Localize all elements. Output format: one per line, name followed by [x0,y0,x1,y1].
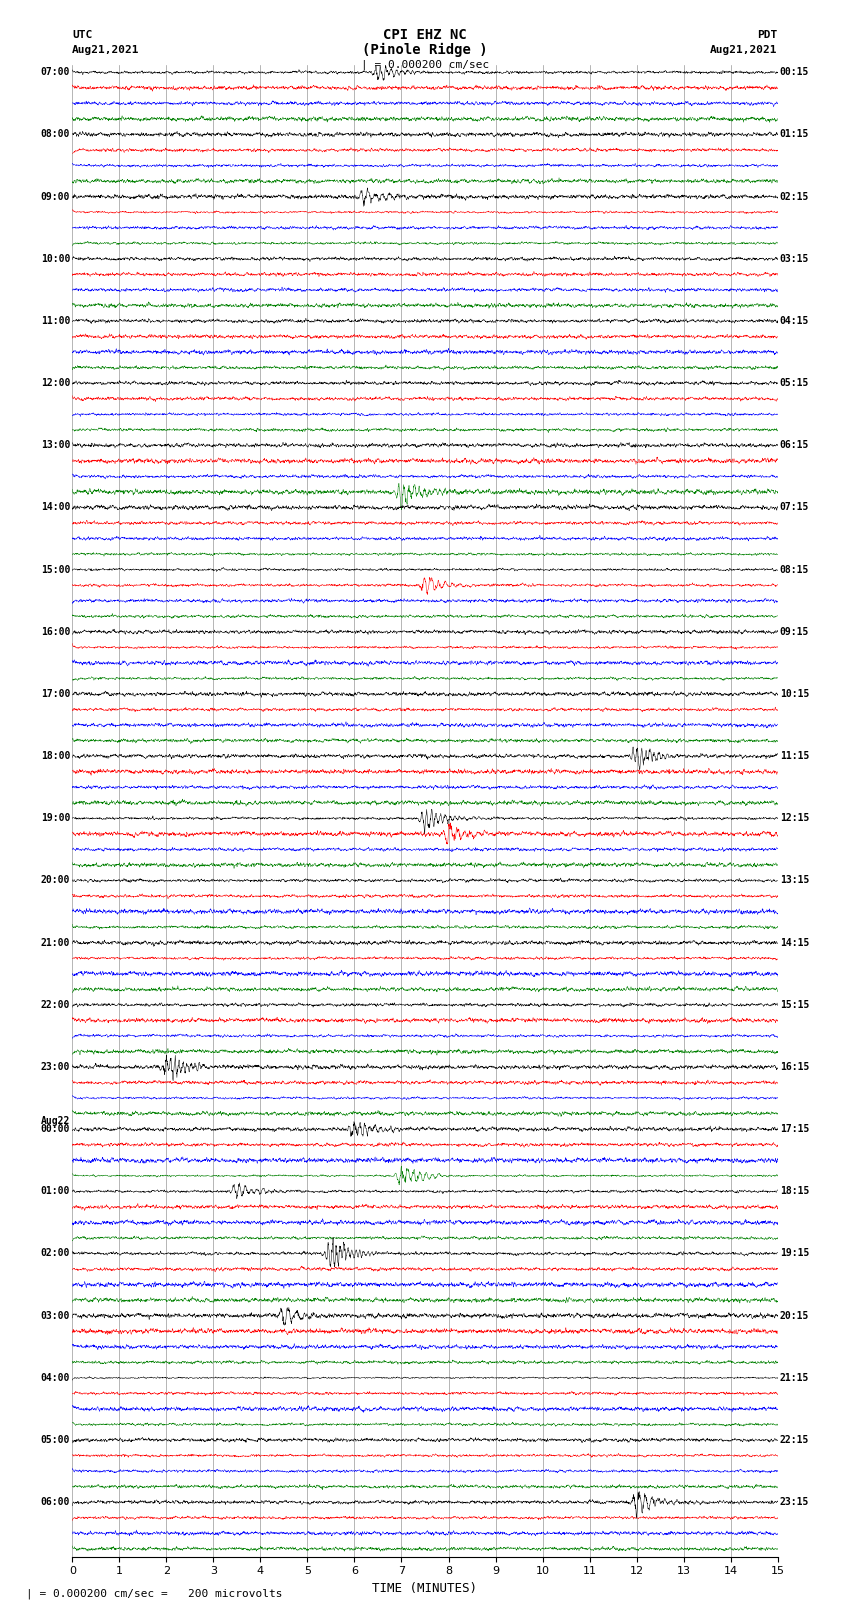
Text: 08:15: 08:15 [779,565,809,574]
Text: 22:00: 22:00 [41,1000,71,1010]
Text: (Pinole Ridge ): (Pinole Ridge ) [362,44,488,56]
Text: 07:15: 07:15 [779,503,809,513]
Text: 15:00: 15:00 [41,565,71,574]
Text: 18:00: 18:00 [41,752,71,761]
Text: 12:15: 12:15 [779,813,809,823]
Text: 20:15: 20:15 [779,1311,809,1321]
Text: 03:15: 03:15 [779,253,809,265]
Text: 13:15: 13:15 [779,876,809,886]
Text: 09:00: 09:00 [41,192,71,202]
Text: CPI EHZ NC: CPI EHZ NC [383,29,467,42]
Text: 21:15: 21:15 [779,1373,809,1382]
Text: 06:15: 06:15 [779,440,809,450]
Text: 16:15: 16:15 [779,1061,809,1073]
Text: 04:15: 04:15 [779,316,809,326]
Text: 10:00: 10:00 [41,253,71,265]
Text: 19:15: 19:15 [779,1248,809,1258]
Text: 00:15: 00:15 [779,68,809,77]
Text: PDT: PDT [757,31,778,40]
Text: 01:00: 01:00 [41,1186,71,1197]
Text: 12:00: 12:00 [41,377,71,389]
Text: | = 0.000200 cm/sec =   200 microvolts: | = 0.000200 cm/sec = 200 microvolts [26,1589,282,1598]
Text: 14:00: 14:00 [41,503,71,513]
Text: 14:15: 14:15 [779,937,809,948]
Text: 10:15: 10:15 [779,689,809,698]
Text: 15:15: 15:15 [779,1000,809,1010]
Text: 21:00: 21:00 [41,937,71,948]
Text: | = 0.000200 cm/sec: | = 0.000200 cm/sec [361,60,489,69]
Text: 05:15: 05:15 [779,377,809,389]
Text: 23:00: 23:00 [41,1061,71,1073]
Text: 03:00: 03:00 [41,1311,71,1321]
Text: 07:00: 07:00 [41,68,71,77]
Text: 16:00: 16:00 [41,627,71,637]
Text: 13:00: 13:00 [41,440,71,450]
Text: 22:15: 22:15 [779,1436,809,1445]
Text: 17:15: 17:15 [779,1124,809,1134]
Text: 20:00: 20:00 [41,876,71,886]
Text: Aug21,2021: Aug21,2021 [72,45,139,55]
Text: 23:15: 23:15 [779,1497,809,1507]
Text: 08:00: 08:00 [41,129,71,139]
Text: 09:15: 09:15 [779,627,809,637]
Text: 11:00: 11:00 [41,316,71,326]
Text: UTC: UTC [72,31,93,40]
Text: 02:15: 02:15 [779,192,809,202]
Text: 00:00: 00:00 [41,1124,71,1134]
X-axis label: TIME (MINUTES): TIME (MINUTES) [372,1582,478,1595]
Text: 11:15: 11:15 [779,752,809,761]
Text: 02:00: 02:00 [41,1248,71,1258]
Text: Aug22: Aug22 [41,1116,71,1126]
Text: 19:00: 19:00 [41,813,71,823]
Text: 17:00: 17:00 [41,689,71,698]
Text: Aug21,2021: Aug21,2021 [711,45,778,55]
Text: 01:15: 01:15 [779,129,809,139]
Text: 06:00: 06:00 [41,1497,71,1507]
Text: 05:00: 05:00 [41,1436,71,1445]
Text: 18:15: 18:15 [779,1186,809,1197]
Text: 04:00: 04:00 [41,1373,71,1382]
